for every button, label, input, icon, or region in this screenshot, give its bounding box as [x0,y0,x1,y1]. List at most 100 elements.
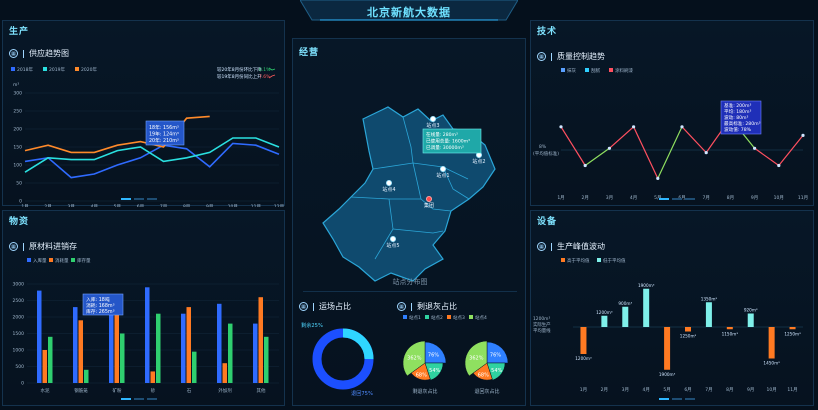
legend-swatch [561,68,565,72]
y-tick-label: 1500 [13,331,25,337]
note-text: 较20年8月份环比下降 [217,66,262,73]
bar-消耗量 [258,297,263,383]
tooltip-line: 在线量: 280m³ [426,131,458,138]
bar-库存量 [48,336,53,383]
bar [768,327,775,359]
x-tick-label: 石 [187,388,192,394]
bar-label: 1250m³ [784,331,801,336]
tooltip-line: 基准: 200m³ [724,102,751,109]
bar-入库量 [253,323,258,383]
y-tick-label: 0 [21,381,24,387]
map-caption: 站点分布图 [392,278,428,286]
x-tick-label: 10月 [774,195,784,201]
y-unit: m³ [13,82,19,88]
legend-label: 低于平均值 [603,257,626,264]
chart-icon: ▦ [537,52,546,61]
y-tick-label: 500 [15,364,24,370]
pie-label: 68% [416,372,427,378]
materials-bar-chart: 入库量 消耗量 库存量 0 500 1000 1500 2000 2500 3000 水泥 钢筋笼 矿粉… [13,257,279,394]
bar-库存量 [156,313,161,383]
carousel-dots[interactable] [121,198,157,200]
bar-入库量 [73,307,78,383]
site-marker-icon [429,116,436,123]
x-tick-label: 11月 [798,195,808,201]
production-panel: 生产 ▦ 供应趋势图 2018年 2019年 2020年 较20年8月份环比下降 0.1%… [2,20,285,207]
bar-label: 920m³ [744,308,758,313]
y-tick-label: 2000 [13,315,25,321]
x-tick-label: 9月 [751,195,758,201]
data-point [801,133,805,137]
x-tick-label: 4月 [642,387,649,393]
x-tick-label: 钢筋笼 [74,387,88,394]
tooltip-box [145,120,185,146]
x-tick-label: 8月 [727,195,734,201]
bar-消耗量 [114,297,119,383]
region-border [412,162,452,212]
data-point [753,146,757,150]
bar [726,327,733,330]
pie-label: 362% [407,356,422,362]
quality-chart-title: ▦ 质量控制趋势 [537,51,605,62]
x-tick-label: 矿粉 [113,387,122,394]
x-tick-label: 8月 [183,204,190,207]
carousel-dots[interactable] [659,398,695,400]
carousel-dots[interactable] [659,198,695,200]
x-tick-label: 4月 [91,204,98,207]
bar-库存量 [192,351,197,383]
bar-消耗量 [42,350,47,383]
legend-swatch [403,315,407,319]
supply-trend-chart: 2018年 2019年 2020年 较20年8月份环比下降0.1%较19年8月份同比上… [11,66,284,207]
chart-icon: ▦ [397,302,406,311]
y-label: (平均值标准) [533,150,559,157]
x-tick-label: 10月 [228,204,238,207]
y-tick-label: 300 [13,91,22,97]
x-tick-label: 5月 [654,195,661,201]
x-tick-label: 6月 [684,387,691,393]
tooltip-line: 18年: 156m³ [149,124,179,131]
data-point [704,151,708,155]
pie-slice [464,340,488,377]
y-tick-label: 0 [19,199,22,205]
site-label: 站点1 [436,172,449,179]
pie-caption: 退回灰占比 [474,388,499,395]
bar [685,327,691,332]
ratio-chart-title: ▦ 运场占比 [299,301,351,312]
chart-icon: ▦ [9,49,18,58]
bar [747,313,754,327]
region-border [392,228,444,234]
bar [601,315,608,327]
region-border [402,116,414,164]
x-tick-label: 砂 [151,387,156,394]
production-section-title: 生产 [9,27,30,37]
legend-swatch [49,258,53,262]
bar-入库量 [37,290,42,383]
mix-chart-title: ▦ 剩退灰占比 [397,301,457,312]
y-label: 1200m³ [533,316,550,322]
series-segment [657,126,683,179]
bar-label: 1150m³ [722,331,739,336]
pie-label: 76% [428,353,439,359]
site-marker-icon [425,195,432,202]
bar-label: 1900m³ [659,372,676,377]
site-label: 站点4 [382,186,395,193]
region-border [372,162,469,180]
data-point [632,125,636,129]
peak-fluctuation-chart: 高于平均值 低于平均值1200m³实际生产平均量线1200m³1月1200m³2月… [533,257,803,393]
trend-down-icon [268,67,276,71]
x-tick-label: 其他 [257,387,266,394]
x-tick-label: 8月 [726,387,733,393]
carousel-dots[interactable] [121,398,157,400]
pie-label: 362% [469,356,484,362]
pie-slice [486,362,506,381]
y-label: 实际生产 [533,321,551,328]
bar-label: 900m³ [618,301,632,306]
tooltip-line: 消耗: 168m³ [86,302,115,309]
return-label: 退回75% [351,389,373,397]
site-marker-icon [386,180,393,187]
materials-section-title: 物资 [9,217,30,227]
bar [789,327,796,330]
tooltip-box [82,293,124,316]
x-tick-label: 10月 [767,387,777,393]
operations-section-title: 经营 [299,48,320,58]
legend-swatch [71,258,75,262]
